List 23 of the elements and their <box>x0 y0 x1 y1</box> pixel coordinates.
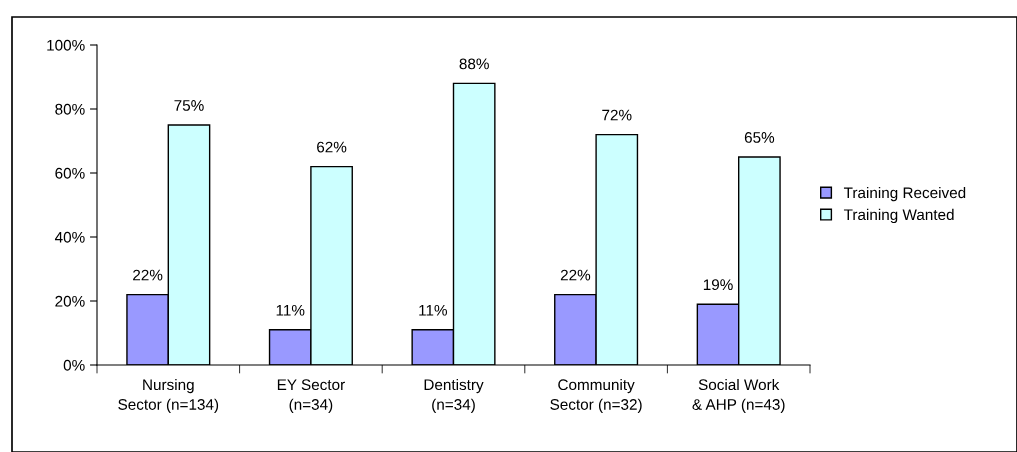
y-tick-label: 0% <box>63 359 85 371</box>
data-label: 88% <box>459 58 489 70</box>
y-tick-label: 100% <box>47 39 85 51</box>
data-label: 62% <box>317 141 347 153</box>
data-label: 22% <box>133 269 163 281</box>
data-label: 19% <box>703 279 733 291</box>
x-tick-label: Social Work & AHP (n=43) <box>692 378 785 413</box>
x-tick-label: Dentistry (n=34) <box>424 378 484 413</box>
x-tick-label: Nursing Sector (n=134) <box>118 378 219 413</box>
data-label: 72% <box>602 109 632 121</box>
data-label: 22% <box>560 269 591 281</box>
legend-label: Training Wanted <box>843 208 954 224</box>
x-tick-label: Community Sector (n=32) <box>550 378 642 413</box>
y-tick-label: 20% <box>55 295 85 307</box>
y-tick-label: 40% <box>54 231 85 243</box>
data-label: 11% <box>276 304 305 316</box>
data-label: 11% <box>419 304 448 316</box>
x-tick-label: EY Sector (n=34) <box>277 379 345 413</box>
y-tick-label: 80% <box>55 103 85 115</box>
legend-label: Training Received <box>843 186 966 202</box>
y-tick-label: 60% <box>55 167 85 179</box>
data-label: 65% <box>744 132 775 143</box>
data-label: 75% <box>174 100 204 111</box>
